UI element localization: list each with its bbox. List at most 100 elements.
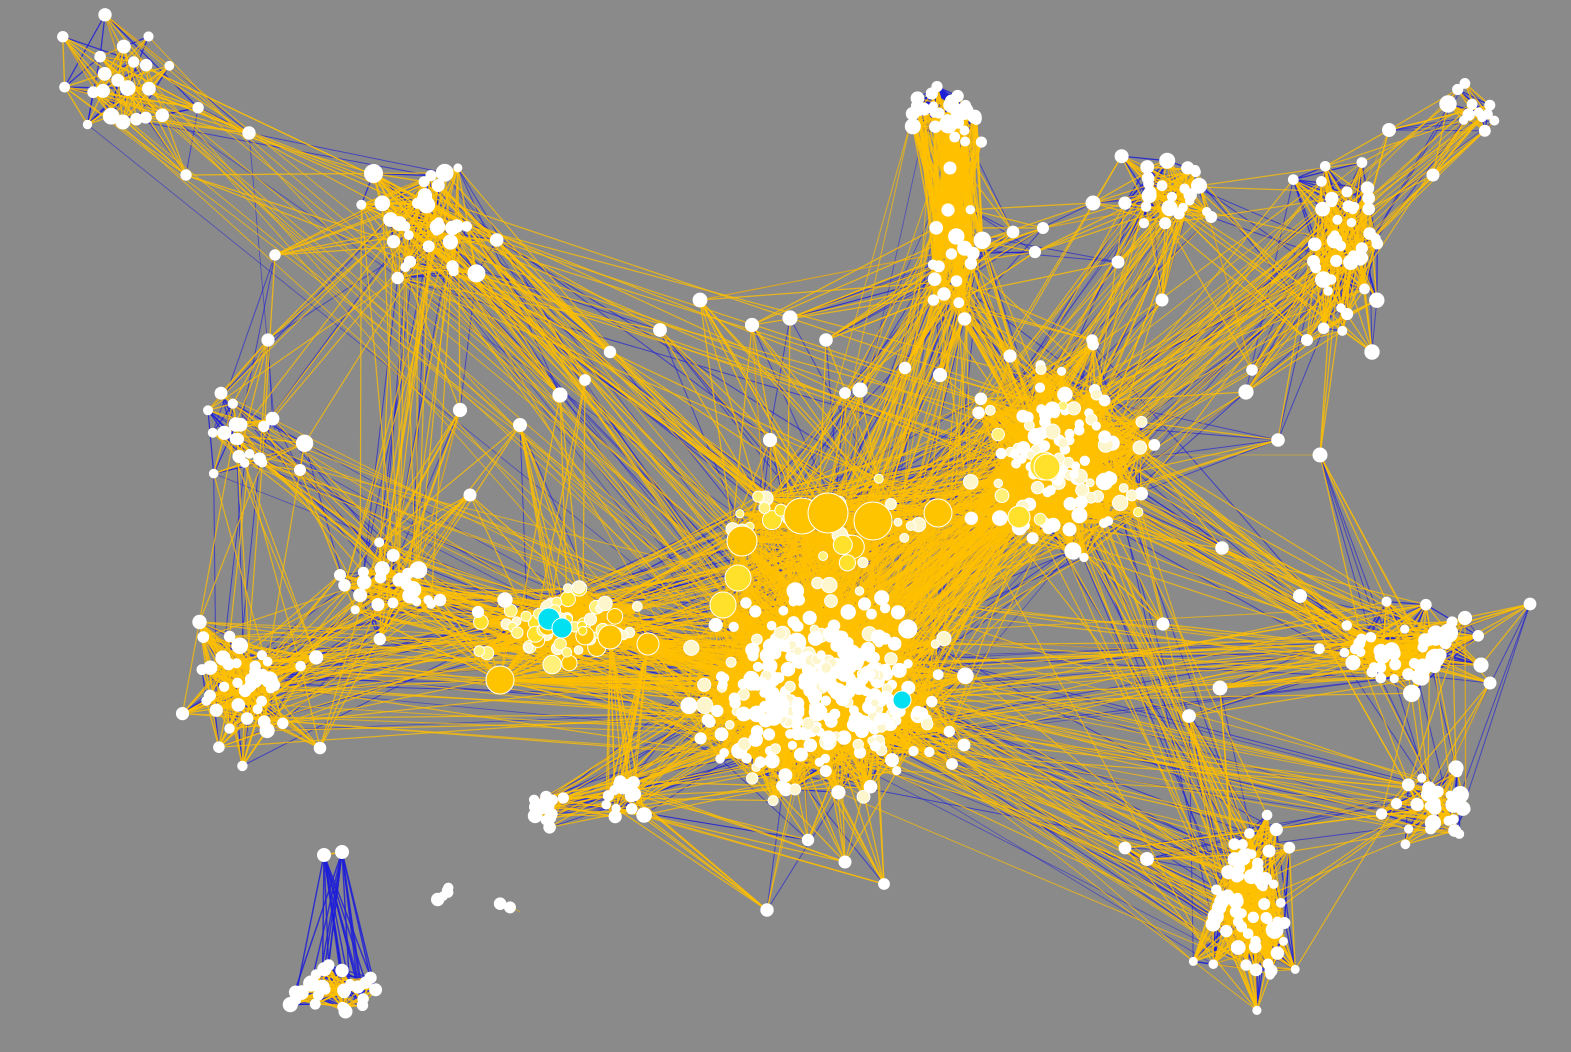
graph-node[interactable]	[1262, 958, 1274, 970]
graph-node[interactable]	[948, 228, 965, 245]
graph-node[interactable]	[778, 769, 790, 780]
graph-node[interactable]	[964, 511, 978, 525]
graph-node[interactable]	[853, 501, 893, 541]
graph-node[interactable]	[838, 554, 857, 572]
graph-node[interactable]	[1017, 454, 1027, 464]
graph-node[interactable]	[228, 417, 244, 432]
graph-node[interactable]	[1212, 680, 1228, 696]
graph-node[interactable]	[852, 738, 864, 751]
graph-node[interactable]	[964, 257, 978, 270]
graph-node[interactable]	[745, 675, 762, 691]
graph-node[interactable]	[289, 993, 302, 1006]
graph-node[interactable]	[821, 576, 838, 594]
graph-node[interactable]	[119, 80, 136, 96]
graph-node[interactable]	[1369, 292, 1385, 308]
graph-node[interactable]	[945, 248, 958, 260]
graph-node[interactable]	[240, 712, 254, 725]
graph-node[interactable]	[1166, 191, 1178, 202]
graph-node[interactable]	[994, 488, 1010, 504]
graph-node[interactable]	[115, 114, 131, 130]
graph-node[interactable]	[697, 677, 712, 692]
graph-node[interactable]	[320, 984, 331, 995]
graph-node[interactable]	[606, 608, 624, 625]
graph-node[interactable]	[1375, 808, 1388, 820]
graph-node[interactable]	[1135, 415, 1148, 428]
graph-node[interactable]	[1421, 787, 1435, 802]
graph-node[interactable]	[749, 605, 762, 618]
graph-node[interactable]	[803, 738, 818, 753]
graph-node[interactable]	[313, 741, 327, 755]
graph-node[interactable]	[1312, 447, 1328, 463]
graph-node[interactable]	[96, 83, 110, 98]
graph-node[interactable]	[139, 58, 153, 72]
graph-node[interactable]	[1413, 668, 1425, 681]
graph-node[interactable]	[1382, 123, 1396, 137]
graph-node[interactable]	[213, 741, 225, 754]
graph-node[interactable]	[1443, 815, 1454, 826]
graph-node[interactable]	[262, 656, 273, 667]
graph-node[interactable]	[931, 81, 943, 93]
graph-node[interactable]	[903, 659, 913, 669]
graph-node[interactable]	[1327, 197, 1337, 208]
graph-node[interactable]	[1188, 956, 1198, 966]
graph-node[interactable]	[1323, 286, 1333, 296]
graph-node[interactable]	[1099, 518, 1109, 528]
graph-node[interactable]	[991, 427, 1005, 442]
graph-node[interactable]	[711, 704, 724, 718]
graph-node[interactable]	[744, 317, 760, 333]
graph-node[interactable]	[175, 707, 190, 721]
graph-node[interactable]	[562, 583, 573, 594]
graph-node[interactable]	[1408, 658, 1420, 669]
graph-node[interactable]	[816, 650, 826, 660]
graph-node[interactable]	[261, 671, 278, 689]
graph-node[interactable]	[717, 679, 728, 690]
graph-node[interactable]	[1365, 632, 1377, 643]
graph-node[interactable]	[736, 706, 751, 722]
graph-node[interactable]	[741, 753, 752, 764]
graph-node[interactable]	[764, 753, 780, 769]
graph-node[interactable]	[787, 616, 800, 629]
graph-node[interactable]	[636, 807, 652, 823]
graph-node[interactable]	[765, 689, 782, 706]
graph-node[interactable]	[728, 621, 739, 633]
graph-node[interactable]	[295, 434, 314, 452]
graph-node[interactable]	[1403, 684, 1421, 702]
graph-node[interactable]	[353, 588, 368, 603]
graph-node[interactable]	[1341, 186, 1353, 198]
graph-node[interactable]	[840, 604, 856, 620]
graph-node[interactable]	[1042, 521, 1055, 535]
graph-node[interactable]	[1452, 83, 1464, 96]
graph-node[interactable]	[579, 374, 591, 386]
graph-node[interactable]	[839, 387, 851, 399]
graph-node[interactable]	[1283, 841, 1296, 854]
graph-node[interactable]	[1156, 180, 1168, 192]
graph-node[interactable]	[1064, 542, 1082, 560]
graph-node[interactable]	[422, 240, 435, 253]
graph-node[interactable]	[418, 176, 430, 188]
graph-node[interactable]	[950, 275, 963, 287]
graph-node[interactable]	[854, 586, 865, 596]
graph-node[interactable]	[256, 650, 267, 661]
graph-node[interactable]	[885, 753, 899, 768]
graph-node[interactable]	[1071, 507, 1088, 524]
graph-node[interactable]	[785, 729, 795, 739]
graph-node[interactable]	[1057, 437, 1069, 449]
graph-node[interactable]	[608, 810, 622, 824]
graph-node[interactable]	[960, 136, 971, 147]
graph-node[interactable]	[223, 630, 236, 643]
graph-node[interactable]	[1090, 388, 1103, 401]
graph-node[interactable]	[746, 772, 759, 785]
graph-node[interactable]	[1332, 214, 1343, 225]
graph-node[interactable]	[952, 116, 964, 129]
graph-node[interactable]	[1044, 401, 1061, 417]
graph-node[interactable]	[984, 404, 996, 416]
graph-node[interactable]	[317, 848, 331, 862]
graph-node[interactable]	[709, 591, 737, 619]
graph-node[interactable]	[1315, 201, 1330, 217]
graph-node[interactable]	[577, 625, 588, 636]
graph-node[interactable]	[856, 789, 871, 804]
graph-node[interactable]	[1466, 98, 1478, 110]
graph-node[interactable]	[1417, 773, 1427, 783]
graph-node[interactable]	[802, 610, 817, 625]
graph-node[interactable]	[763, 728, 776, 741]
